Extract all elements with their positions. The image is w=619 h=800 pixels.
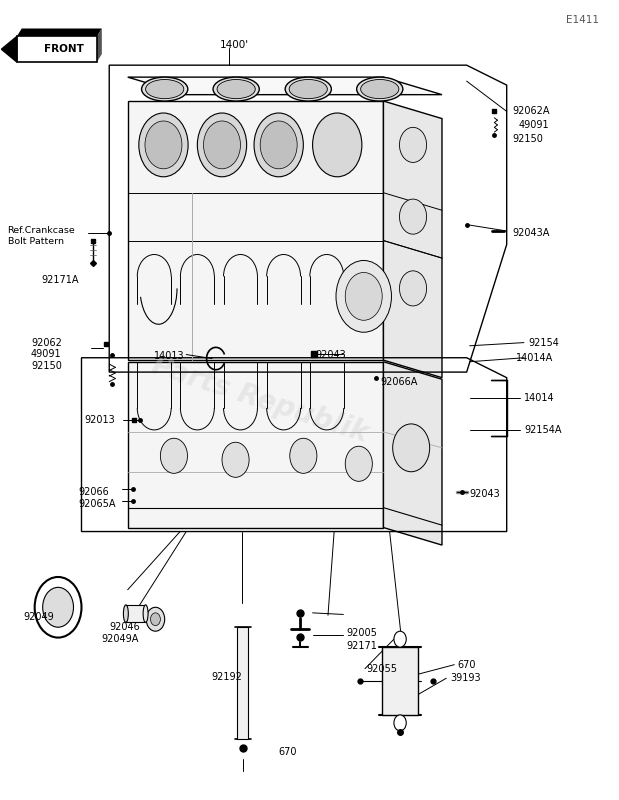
Circle shape — [394, 631, 406, 647]
Text: E1411: E1411 — [566, 14, 599, 25]
Circle shape — [399, 271, 426, 306]
Polygon shape — [17, 29, 102, 37]
Polygon shape — [128, 77, 442, 94]
Ellipse shape — [285, 77, 331, 101]
Circle shape — [290, 438, 317, 474]
Ellipse shape — [143, 605, 148, 622]
Polygon shape — [97, 29, 102, 62]
Text: 49091: 49091 — [31, 349, 62, 358]
Ellipse shape — [123, 605, 128, 622]
Ellipse shape — [145, 79, 184, 98]
Circle shape — [160, 438, 188, 474]
Text: 92043: 92043 — [316, 350, 347, 359]
Ellipse shape — [357, 77, 403, 101]
Circle shape — [345, 446, 373, 482]
Text: 39193: 39193 — [450, 674, 480, 683]
Polygon shape — [17, 37, 97, 62]
Text: 670: 670 — [457, 660, 476, 670]
Polygon shape — [383, 101, 442, 378]
Circle shape — [399, 199, 426, 234]
Text: 670: 670 — [279, 747, 297, 758]
Circle shape — [392, 424, 430, 472]
Ellipse shape — [213, 77, 259, 101]
Text: 92154A: 92154A — [524, 426, 561, 435]
Text: 92043: 92043 — [470, 489, 501, 499]
Text: 92154: 92154 — [528, 338, 559, 347]
Text: 92005: 92005 — [347, 628, 378, 638]
Circle shape — [35, 577, 82, 638]
Circle shape — [399, 127, 426, 162]
Circle shape — [222, 442, 249, 478]
Circle shape — [139, 113, 188, 177]
Text: 92043A: 92043A — [513, 227, 550, 238]
Text: 92065A: 92065A — [79, 498, 116, 509]
Text: 14013: 14013 — [154, 351, 185, 361]
Circle shape — [254, 113, 303, 177]
Bar — [126, 605, 145, 622]
Circle shape — [43, 587, 74, 627]
Text: 92150: 92150 — [513, 134, 543, 144]
Ellipse shape — [361, 79, 399, 98]
Ellipse shape — [289, 79, 327, 98]
Circle shape — [336, 261, 391, 332]
Circle shape — [204, 121, 241, 169]
Polygon shape — [128, 362, 383, 527]
Circle shape — [146, 607, 165, 631]
Text: 92013: 92013 — [85, 415, 115, 425]
Text: 14014A: 14014A — [516, 353, 553, 362]
Text: 14014: 14014 — [524, 393, 555, 402]
Text: 92062: 92062 — [31, 338, 62, 347]
Text: 92055: 92055 — [366, 664, 397, 674]
Bar — [238, 627, 248, 739]
Bar — [382, 647, 418, 715]
Ellipse shape — [217, 79, 255, 98]
Text: FRONT: FRONT — [45, 44, 84, 54]
Text: 92192: 92192 — [211, 672, 242, 682]
Text: 92150: 92150 — [31, 361, 62, 370]
Text: 1400': 1400' — [220, 40, 249, 50]
Circle shape — [150, 613, 160, 626]
Circle shape — [145, 121, 182, 169]
Text: 92046: 92046 — [109, 622, 140, 632]
Circle shape — [345, 273, 382, 320]
Text: Ref.Crankcase: Ref.Crankcase — [7, 226, 76, 235]
Text: 92171A: 92171A — [41, 275, 79, 286]
Circle shape — [197, 113, 246, 177]
Ellipse shape — [142, 77, 188, 101]
Text: 92171: 92171 — [347, 641, 378, 650]
Text: 92049: 92049 — [23, 612, 54, 622]
Circle shape — [394, 715, 406, 731]
Text: 92066: 92066 — [79, 486, 109, 497]
Text: 92049A: 92049A — [102, 634, 139, 644]
Polygon shape — [128, 101, 383, 360]
Text: 92066A: 92066A — [380, 377, 418, 386]
Text: Parts Republik: Parts Republik — [149, 352, 372, 448]
Polygon shape — [383, 362, 442, 545]
Text: 49091: 49091 — [519, 120, 550, 130]
Polygon shape — [1, 37, 17, 62]
Text: Bolt Pattern: Bolt Pattern — [7, 237, 64, 246]
Circle shape — [313, 113, 362, 177]
Circle shape — [260, 121, 297, 169]
Text: 92062A: 92062A — [513, 106, 550, 117]
